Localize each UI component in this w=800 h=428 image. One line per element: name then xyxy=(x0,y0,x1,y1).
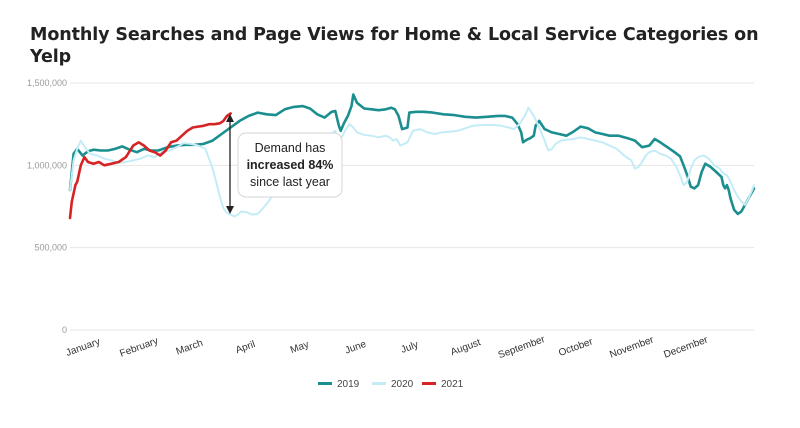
chart-title: Monthly Searches and Page Views for Home… xyxy=(30,25,759,67)
legend: 2019 2020 2021 xyxy=(318,379,464,390)
series-line-2020 xyxy=(69,106,755,218)
callout-arrow-head-up xyxy=(226,114,234,122)
callout-line-1: Demand has xyxy=(255,141,326,155)
x-tick-label: August xyxy=(449,337,482,358)
x-tick-label: September xyxy=(497,334,547,361)
callout-arrow-head-down xyxy=(226,206,234,214)
legend-label-2020: 2020 xyxy=(391,379,414,390)
x-tick-label: February xyxy=(118,336,159,360)
gridlines xyxy=(70,82,754,331)
x-tick-label: October xyxy=(557,336,595,359)
y-tick-label: 500,000 xyxy=(34,243,67,253)
legend-swatch-2020 xyxy=(372,382,386,385)
legend-label-2021: 2021 xyxy=(441,379,464,390)
series-line-2021 xyxy=(68,112,232,220)
legend-swatch-2019 xyxy=(318,382,332,385)
demand-callout: Demand has increased 84% since last year xyxy=(226,114,343,214)
series-lines xyxy=(68,93,756,220)
x-tick-label: December xyxy=(662,334,710,360)
callout-line-3: since last year xyxy=(250,175,330,189)
x-tick-label: July xyxy=(400,339,420,355)
series-line-2019 xyxy=(68,93,756,216)
legend-swatch-2021 xyxy=(422,382,436,385)
x-tick-label: November xyxy=(608,334,656,360)
x-tick-label: June xyxy=(344,339,369,357)
callout-box xyxy=(237,132,343,198)
y-tick-label: 1,000,000 xyxy=(27,160,67,170)
callout-line-2: increased 84% xyxy=(247,158,334,172)
y-tick-label: 0 xyxy=(62,325,67,335)
x-tick-label: January xyxy=(65,336,102,359)
x-tick-label: May xyxy=(289,339,311,356)
y-tick-label: 1,500,000 xyxy=(27,78,67,88)
y-axis-ticks: 0 500,000 1,000,000 1,500,000 xyxy=(27,78,67,335)
x-axis-ticks: January February March April May June July Augu… xyxy=(65,334,711,361)
x-tick-label: April xyxy=(234,339,257,356)
legend-label-2019: 2019 xyxy=(337,379,360,390)
x-tick-label: March xyxy=(175,338,205,358)
